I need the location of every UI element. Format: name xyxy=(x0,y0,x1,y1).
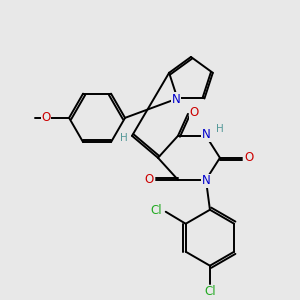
Text: N: N xyxy=(202,174,210,187)
Text: N: N xyxy=(202,128,210,141)
Text: O: O xyxy=(144,173,154,186)
Text: O: O xyxy=(189,106,199,119)
Text: N: N xyxy=(172,93,181,106)
Text: O: O xyxy=(41,111,51,124)
Text: H: H xyxy=(216,124,224,134)
Text: Cl: Cl xyxy=(150,204,162,217)
Text: O: O xyxy=(244,151,254,164)
Text: Cl: Cl xyxy=(204,285,216,298)
Text: H: H xyxy=(120,133,128,143)
